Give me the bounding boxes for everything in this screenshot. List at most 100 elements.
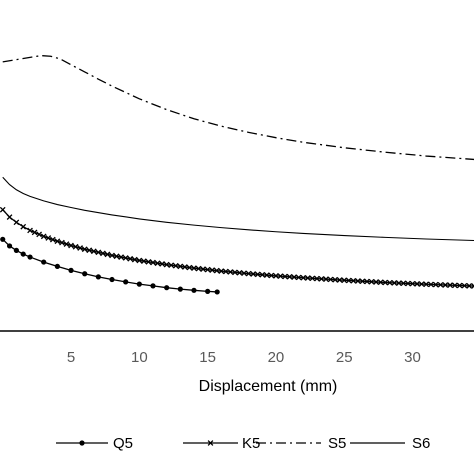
- data-point: [391, 280, 398, 286]
- data-point: [291, 274, 298, 280]
- data-point: [300, 274, 307, 281]
- data-point: [218, 268, 225, 274]
- series-layer: [0, 54, 474, 295]
- data-point: [304, 275, 311, 281]
- data-point: [195, 265, 202, 272]
- data-point: [186, 264, 193, 271]
- data-point: [109, 276, 115, 283]
- data-point: [447, 282, 453, 289]
- x-tick-label: 5: [67, 349, 75, 366]
- data-point: [191, 287, 197, 293]
- data-point: [122, 255, 129, 261]
- data-point: [72, 243, 79, 250]
- data-point: [309, 275, 316, 282]
- data-point: [205, 288, 211, 294]
- data-point: [364, 278, 370, 285]
- data-point: [254, 271, 261, 278]
- data-point: [232, 269, 238, 276]
- data-point: [154, 260, 161, 267]
- data-point: [104, 251, 111, 258]
- data-point: [40, 233, 47, 240]
- data-point: [318, 276, 325, 282]
- data-point: [437, 281, 444, 288]
- data-point: [471, 283, 474, 289]
- data-point: [6, 214, 13, 220]
- data-point: [332, 276, 338, 283]
- series-line-S5: [2, 54, 474, 161]
- data-point: [123, 279, 129, 285]
- data-point: [45, 235, 52, 241]
- data-point: [131, 256, 138, 263]
- data-point: [182, 264, 188, 270]
- legend: Q5 K5 S5 S6: [56, 435, 430, 452]
- data-point: [345, 277, 352, 284]
- data-point: [423, 281, 430, 288]
- data-point: [222, 268, 229, 275]
- data-point: [36, 231, 43, 238]
- data-point: [456, 282, 463, 289]
- data-point: [13, 247, 19, 253]
- data-point: [86, 247, 93, 254]
- data-point: [113, 253, 120, 260]
- x-tick-label: 25: [336, 349, 353, 366]
- legend-item-Q5: Q5: [56, 435, 133, 452]
- data-point: [141, 258, 147, 265]
- data-point: [286, 273, 293, 280]
- data-point: [95, 249, 102, 256]
- data-point: [6, 243, 13, 249]
- data-point: [236, 269, 243, 276]
- legend-item-S6: S6: [350, 435, 430, 452]
- data-point: [172, 262, 179, 269]
- x-tick-label: 30: [404, 349, 421, 366]
- data-point: [20, 251, 26, 257]
- data-point: [118, 254, 124, 260]
- data-point: [245, 270, 252, 277]
- data-point: [461, 282, 468, 289]
- data-point: [400, 280, 407, 287]
- data-point: [241, 270, 247, 277]
- data-point: [150, 283, 156, 289]
- data-point: [0, 236, 6, 242]
- data-point: [432, 281, 439, 288]
- data-point: [273, 272, 279, 279]
- data-point: [452, 282, 458, 289]
- data-point: [355, 278, 361, 284]
- data-point: [428, 281, 434, 288]
- data-point: [350, 277, 357, 284]
- data-point: [77, 245, 83, 251]
- data-point: [159, 261, 165, 267]
- data-point: [136, 281, 142, 287]
- data-point: [63, 241, 70, 247]
- data-point: [359, 278, 366, 285]
- data-point: [418, 281, 425, 287]
- legend-item-S5: S5: [256, 435, 346, 452]
- data-point: [27, 254, 33, 260]
- data-point: [68, 242, 74, 249]
- data-point: [282, 273, 288, 280]
- series-S6: [2, 176, 474, 242]
- data-point: [109, 252, 115, 259]
- data-point: [41, 259, 47, 265]
- data-point: [49, 236, 56, 243]
- data-point: [177, 286, 183, 292]
- data-point: [136, 257, 143, 264]
- data-point: [268, 272, 275, 279]
- data-point: [200, 266, 206, 272]
- data-point: [54, 238, 61, 245]
- data-point: [227, 269, 234, 275]
- data-point: [295, 274, 302, 281]
- legend-label: Q5: [113, 435, 133, 452]
- data-point: [377, 279, 384, 286]
- data-point: [250, 271, 257, 277]
- x-tick-label: 15: [199, 349, 216, 366]
- data-point: [81, 246, 88, 253]
- data-point: [68, 267, 74, 273]
- legend-label: S6: [412, 435, 430, 452]
- data-point: [368, 278, 375, 285]
- data-point: [164, 285, 170, 291]
- data-point: [95, 274, 101, 280]
- data-point: [442, 282, 449, 288]
- legend-label: K5: [242, 435, 260, 452]
- data-point: [213, 267, 220, 274]
- data-point: [207, 440, 214, 446]
